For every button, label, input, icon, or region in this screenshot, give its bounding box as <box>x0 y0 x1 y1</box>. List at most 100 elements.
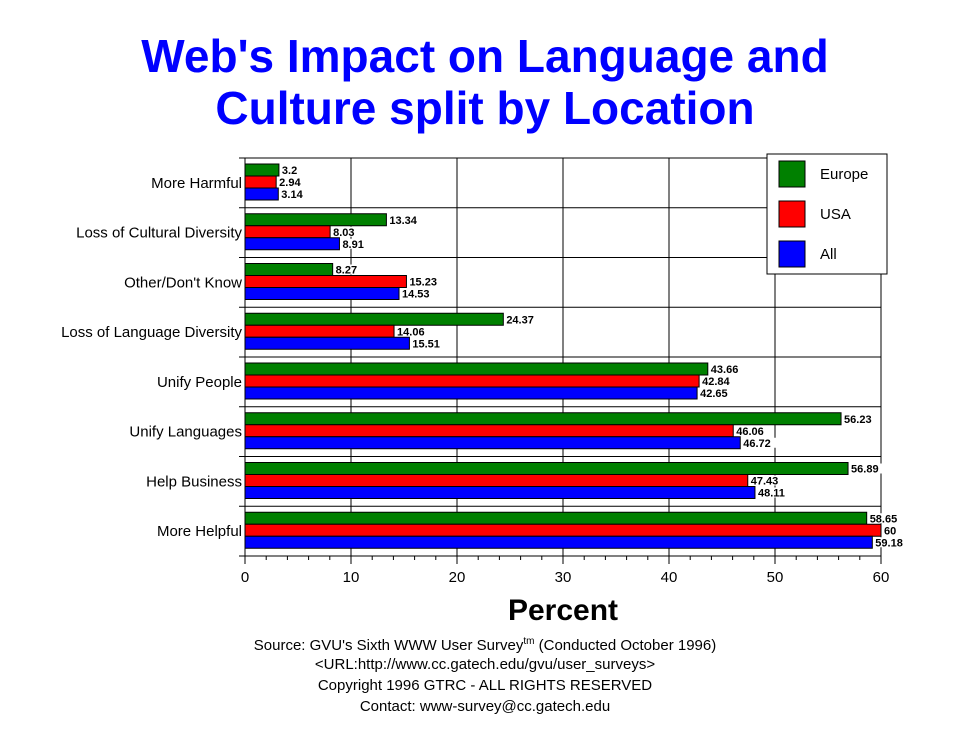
x-tick-label-1: 10 <box>343 569 360 586</box>
category-label-4: Unify People <box>157 374 242 391</box>
x-axis-title: Percent <box>508 594 618 627</box>
data-label-bg-usa-0 <box>278 177 309 187</box>
data-label-usa-2: 15.23 <box>409 277 437 289</box>
data-label-europe-3: 24.37 <box>506 314 534 326</box>
trademark-sup: tm <box>523 636 535 647</box>
x-tick-label-6: 60 <box>873 569 890 586</box>
bar-europe-6 <box>244 462 849 475</box>
legend-swatch-europe <box>778 160 806 188</box>
bar-europe-4 <box>244 362 709 376</box>
data-label-bg-all-7 <box>874 537 912 548</box>
data-label-all-2: 14.53 <box>402 289 430 301</box>
bar-all-6 <box>244 486 756 499</box>
chart-title: Web's Impact on Language and Culture spl… <box>0 30 970 134</box>
x-tick-label-4: 40 <box>661 569 678 586</box>
bar-europe-7 <box>244 511 868 525</box>
category-label-0: More Harmful <box>151 175 242 192</box>
data-label-usa-4: 42.84 <box>702 376 730 388</box>
data-label-bg-all-3 <box>411 338 449 349</box>
bar-all-3 <box>244 336 410 350</box>
data-label-bg-europe-2 <box>334 264 366 275</box>
bar-usa-1 <box>244 225 331 239</box>
data-label-bg-europe-4 <box>709 364 747 374</box>
legend-swatch-usa <box>778 200 806 228</box>
data-label-bg-all-1 <box>341 238 372 249</box>
x-tick-label-0: 0 <box>241 569 249 586</box>
bar-usa-3 <box>244 324 395 338</box>
data-label-bg-europe-5 <box>843 413 881 424</box>
bar-all-5 <box>244 436 741 450</box>
data-label-bg-europe-7 <box>868 513 906 524</box>
data-label-bg-europe-1 <box>388 214 426 225</box>
data-label-bg-all-4 <box>699 388 737 398</box>
chart-title-line-2: Culture split by Location <box>215 82 755 134</box>
data-label-usa-5: 46.06 <box>736 426 764 438</box>
chart-title-line-1: Web's Impact on Language and <box>141 30 829 82</box>
data-label-all-0: 3.14 <box>281 189 303 201</box>
data-label-bg-usa-1 <box>332 226 363 237</box>
data-label-bg-all-6 <box>756 487 794 498</box>
bar-europe-5 <box>244 412 842 426</box>
bar-all-4 <box>244 386 698 400</box>
data-label-bg-usa-2 <box>408 276 446 287</box>
data-label-bg-usa-6 <box>749 475 787 486</box>
category-label-5: Unify Languages <box>129 424 242 441</box>
data-label-all-6: 48.11 <box>758 488 785 500</box>
data-label-bg-usa-3 <box>396 326 434 337</box>
data-label-europe-2: 8.27 <box>336 265 357 277</box>
data-label-bg-all-0 <box>280 189 311 199</box>
legend-swatch-all <box>778 240 806 268</box>
data-label-all-1: 8.91 <box>342 239 363 251</box>
x-tick-label-3: 30 <box>555 569 572 586</box>
category-label-1: Loss of Cultural Diversity <box>76 225 242 242</box>
data-label-europe-0: 3.2 <box>282 165 297 177</box>
data-label-bg-usa-4 <box>701 376 739 386</box>
source-text: Source: GVU's Sixth WWW User Survey <box>253 637 524 654</box>
legend-label-europe: Europe <box>820 166 868 183</box>
data-label-usa-0: 2.94 <box>279 177 301 189</box>
source-url: <URL:http://www.cc.gatech.edu/gvu/user_s… <box>314 656 656 673</box>
data-label-europe-7: 58.65 <box>870 513 898 525</box>
bar-usa-4 <box>244 374 700 388</box>
source-line: Source: GVU's Sixth WWW User Surveytm (C… <box>0 636 970 654</box>
bar-all-7 <box>244 535 873 549</box>
data-label-usa-1: 8.03 <box>333 227 354 239</box>
bar-all-0 <box>244 187 279 201</box>
category-label-3: Loss of Language Diversity <box>61 324 242 341</box>
bar-all-1 <box>244 237 340 251</box>
data-label-all-4: 42.65 <box>700 388 728 400</box>
data-label-bg-usa-7 <box>883 525 901 536</box>
data-label-bg-usa-5 <box>735 425 773 436</box>
bar-europe-1 <box>244 213 387 227</box>
bar-europe-3 <box>244 312 504 326</box>
data-label-bg-europe-3 <box>505 314 543 325</box>
category-label-6: Help Business <box>146 473 242 490</box>
source-date: (Conducted October 1996) <box>534 637 717 654</box>
data-label-bg-all-2 <box>401 288 439 299</box>
bar-usa-2 <box>244 275 407 288</box>
bar-usa-0 <box>244 175 277 189</box>
data-label-bg-europe-6 <box>850 463 888 474</box>
data-label-usa-3: 14.06 <box>397 326 425 338</box>
data-label-europe-5: 56.23 <box>844 414 872 426</box>
x-tick-label-2: 20 <box>449 569 466 586</box>
data-label-all-3: 15.51 <box>412 338 440 350</box>
data-label-europe-1: 13.34 <box>389 215 417 227</box>
data-label-bg-europe-0 <box>280 165 305 175</box>
data-label-europe-6: 56.89 <box>851 464 879 476</box>
contact: Contact: www-survey@cc.gatech.edu <box>359 698 611 715</box>
copyright: Copyright 1996 GTRC - ALL RIGHTS RESERVE… <box>317 677 653 694</box>
bar-usa-6 <box>244 474 749 487</box>
data-label-bg-all-5 <box>742 437 780 448</box>
bar-usa-7 <box>244 523 882 537</box>
data-label-all-7: 59.18 <box>875 537 903 549</box>
legend-label-all: All <box>820 246 837 263</box>
category-label-2: Other/Don't Know <box>124 274 242 291</box>
bar-usa-5 <box>244 424 734 438</box>
data-label-all-5: 46.72 <box>743 438 771 450</box>
legend-label-usa: USA <box>820 206 851 223</box>
x-tick-label-5: 50 <box>767 569 784 586</box>
bar-europe-2 <box>244 263 334 276</box>
category-label-7: More Helpful <box>157 523 242 540</box>
